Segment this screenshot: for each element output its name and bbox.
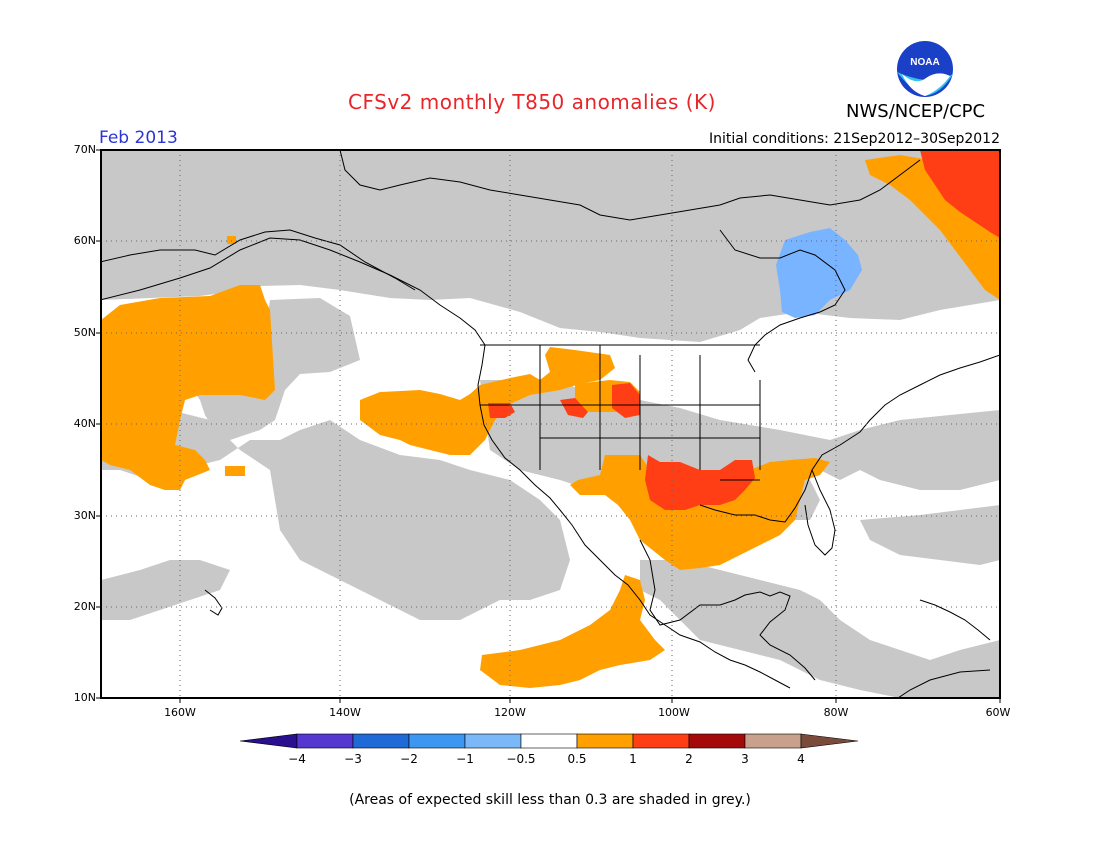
colorbar-bin	[296, 733, 354, 749]
lon-label: 140W	[329, 706, 361, 719]
lat-label: 50N	[73, 326, 96, 339]
axis-ticks	[96, 149, 1001, 703]
colorbar-label: 1	[629, 752, 637, 766]
noaa-logo: NOAA	[896, 40, 954, 98]
colorbar-label: −2	[400, 752, 418, 766]
colorbar-bin	[744, 733, 802, 749]
lat-label: 10N	[73, 691, 96, 704]
colorbar-bin	[464, 733, 522, 749]
colorbar-bin	[520, 733, 578, 749]
coastlines	[101, 150, 1000, 698]
lon-label: 160W	[164, 706, 196, 719]
anomaly-1-to-2-area	[488, 150, 1000, 510]
colorbar-label: 2	[685, 752, 693, 766]
lon-label: 120W	[494, 706, 526, 719]
logo-text: NOAA	[910, 57, 939, 68]
lon-label: 100W	[658, 706, 690, 719]
lat-label: 70N	[73, 143, 96, 156]
colorbar-bin	[576, 733, 634, 749]
colorbar-label: −3	[344, 752, 362, 766]
lon-label: 80W	[823, 706, 849, 719]
colorbar-upper-arrow	[800, 733, 859, 749]
colorbar-label: −4	[288, 752, 306, 766]
initial-conditions: Initial conditions: 21Sep2012–30Sep2012	[708, 131, 1000, 147]
lat-label: 30N	[73, 509, 96, 522]
colorbar-lower-arrow	[239, 733, 298, 749]
colorbar-bin	[688, 733, 746, 749]
forecast-month: Feb 2013	[99, 128, 178, 148]
colorbar-bin	[352, 733, 410, 749]
colorbar	[239, 733, 859, 749]
lat-label: 20N	[73, 600, 96, 613]
anomaly-0-5-to-1-area	[101, 155, 1000, 688]
chart-title: CFSv2 monthly T850 anomalies (K)	[348, 90, 716, 114]
colorbar-label: 0.5	[567, 752, 587, 766]
colorbar-label: 3	[741, 752, 749, 766]
lat-label: 40N	[73, 417, 96, 430]
colorbar-bin	[408, 733, 466, 749]
low-skill-grey-area	[101, 150, 1000, 698]
lat-label: 60N	[73, 234, 96, 247]
colorbar-bin	[632, 733, 690, 749]
lon-label: 60W	[985, 706, 1011, 719]
skill-footnote: (Areas of expected skill less than 0.3 a…	[349, 792, 751, 808]
colorbar-label: −0.5	[506, 752, 536, 766]
agency-label: NWS/NCEP/CPC	[846, 101, 986, 122]
colorbar-label: −1	[456, 752, 474, 766]
colorbar-label: 4	[797, 752, 805, 766]
